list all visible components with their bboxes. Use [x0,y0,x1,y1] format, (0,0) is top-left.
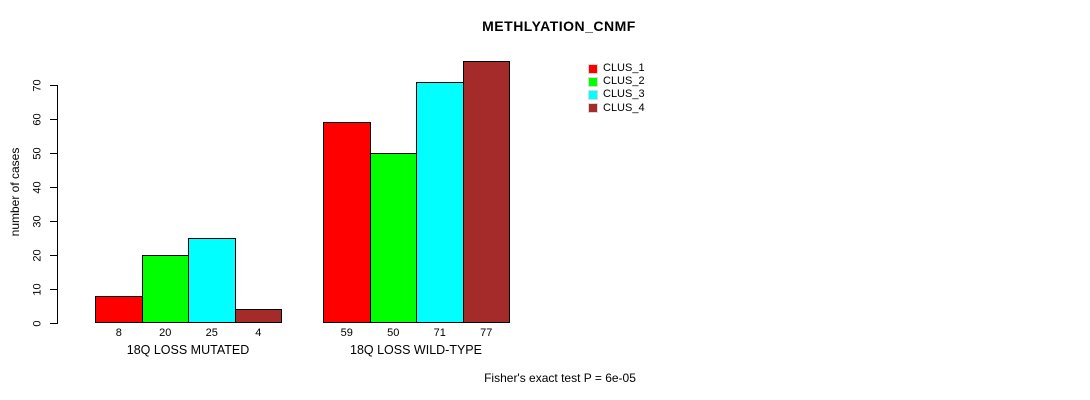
bar-value-label: 25 [205,327,218,339]
legend-item-clus_4: CLUS_4 [588,102,645,115]
bar-clus_1-1 [95,295,143,323]
y-tick-label: 40 [31,180,44,194]
y-tick-mark [50,323,57,324]
chart-title: METHLYATION_CNMF [482,18,636,34]
group-label: 18Q LOSS WILD-TYPE [350,343,482,357]
bar-clus_3-2 [416,81,464,323]
y-tick-label: 50 [31,146,44,160]
legend-swatch-icon [588,103,598,114]
bar-clus_2-1 [141,255,189,323]
legend-item-clus_3: CLUS_3 [588,88,645,101]
y-tick-mark [50,221,57,222]
y-tick-mark [50,153,57,154]
legend-label: CLUS_3 [603,88,645,101]
y-tick-label: 20 [31,248,44,262]
legend-item-clus_2: CLUS_2 [588,75,645,88]
bar-clus_2-2 [369,153,417,323]
bar-clus_3-1 [188,238,236,323]
fisher-test-annotation: Fisher's exact test P = 6e-05 [484,371,636,385]
bar-value-label: 71 [433,327,446,339]
bar-value-label: 50 [387,327,400,339]
bar-clus_1-2 [323,122,371,323]
bar-clus_4-2 [462,61,510,323]
bar-value-label: 77 [480,327,493,339]
y-tick-label: 0 [31,319,44,327]
y-tick-mark [50,187,57,188]
legend-item-clus_1: CLUS_1 [588,62,645,75]
bar-value-label: 8 [115,327,122,339]
y-tick-mark [50,119,57,120]
legend-label: CLUS_4 [603,101,645,114]
y-tick-label: 60 [31,112,44,126]
y-tick-mark [50,255,57,256]
legend-label: CLUS_1 [603,62,645,75]
legend-swatch-icon [588,89,598,100]
bar-value-label: 4 [255,327,262,339]
group-label: 18Q LOSS MUTATED [126,343,250,357]
y-tick-label: 10 [31,282,44,296]
bar-value-label: 59 [340,327,353,339]
legend-label: CLUS_2 [603,75,645,88]
y-tick-mark [50,289,57,290]
y-tick-label: 70 [31,78,44,92]
bar-clus_4-1 [234,309,282,323]
y-axis-label: number of cases [8,147,22,237]
y-axis-line [57,85,58,324]
bar-value-label: 20 [159,327,172,339]
y-tick-mark [50,85,57,86]
legend: CLUS_1 CLUS_2 CLUS_3 CLUS_4 [588,62,645,115]
y-tick-label: 30 [31,214,44,228]
legend-swatch-icon [588,63,598,74]
legend-swatch-icon [588,76,598,87]
